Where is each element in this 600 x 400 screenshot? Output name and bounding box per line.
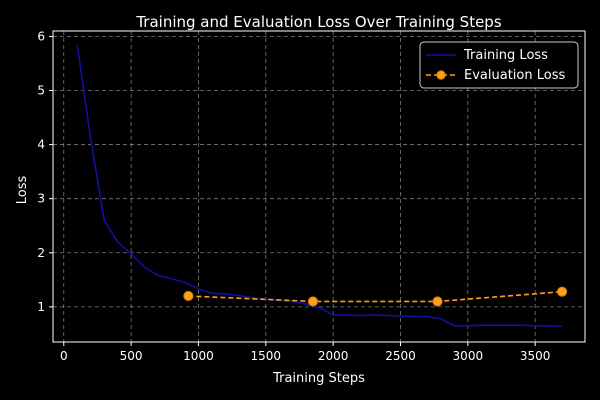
legend-training-label: Training Loss bbox=[463, 48, 548, 63]
x-tick-label: 3000 bbox=[453, 349, 484, 363]
x-tick-label: 2500 bbox=[385, 349, 416, 363]
x-axis-label: Training Steps bbox=[272, 371, 365, 386]
evaluation-loss-point bbox=[307, 296, 319, 307]
x-tick-label: 3500 bbox=[520, 349, 551, 363]
x-tick-label: 2000 bbox=[318, 349, 349, 363]
legend-evaluation-marker bbox=[436, 70, 446, 80]
y-axis-label: Loss bbox=[15, 176, 30, 205]
evaluation-loss-point bbox=[432, 296, 443, 307]
evaluation-loss-point bbox=[557, 286, 568, 297]
y-tick-label: 2 bbox=[37, 246, 45, 260]
y-tick-label: 5 bbox=[37, 83, 45, 97]
chart-title: Training and Evaluation Loss Over Traini… bbox=[135, 13, 501, 31]
evaluation-loss-point bbox=[183, 290, 194, 302]
plot-frame bbox=[52, 30, 586, 343]
x-tick-label: 0 bbox=[60, 349, 68, 363]
legend-box bbox=[419, 41, 579, 89]
x-tick-label: 500 bbox=[120, 349, 143, 363]
y-tick-label: 6 bbox=[37, 29, 45, 43]
legend-evaluation-label: Evaluation Loss bbox=[464, 68, 565, 83]
y-tick-label: 3 bbox=[37, 192, 45, 206]
ticks-layer: 0 500 1000 1500 2000 2500 3000 3500 1 2 3 4 5 6 bbox=[37, 29, 550, 363]
training-loss-series-line bbox=[76, 44, 563, 328]
x-tick-label: 1000 bbox=[183, 349, 214, 363]
data-layer bbox=[76, 44, 568, 328]
y-tick-label: 1 bbox=[37, 300, 45, 314]
evaluation-loss-series-line bbox=[188, 290, 563, 303]
legend: Training Loss Evaluation Loss bbox=[419, 41, 579, 89]
y-tick-label: 4 bbox=[37, 138, 45, 152]
x-tick-label: 1500 bbox=[251, 349, 282, 363]
